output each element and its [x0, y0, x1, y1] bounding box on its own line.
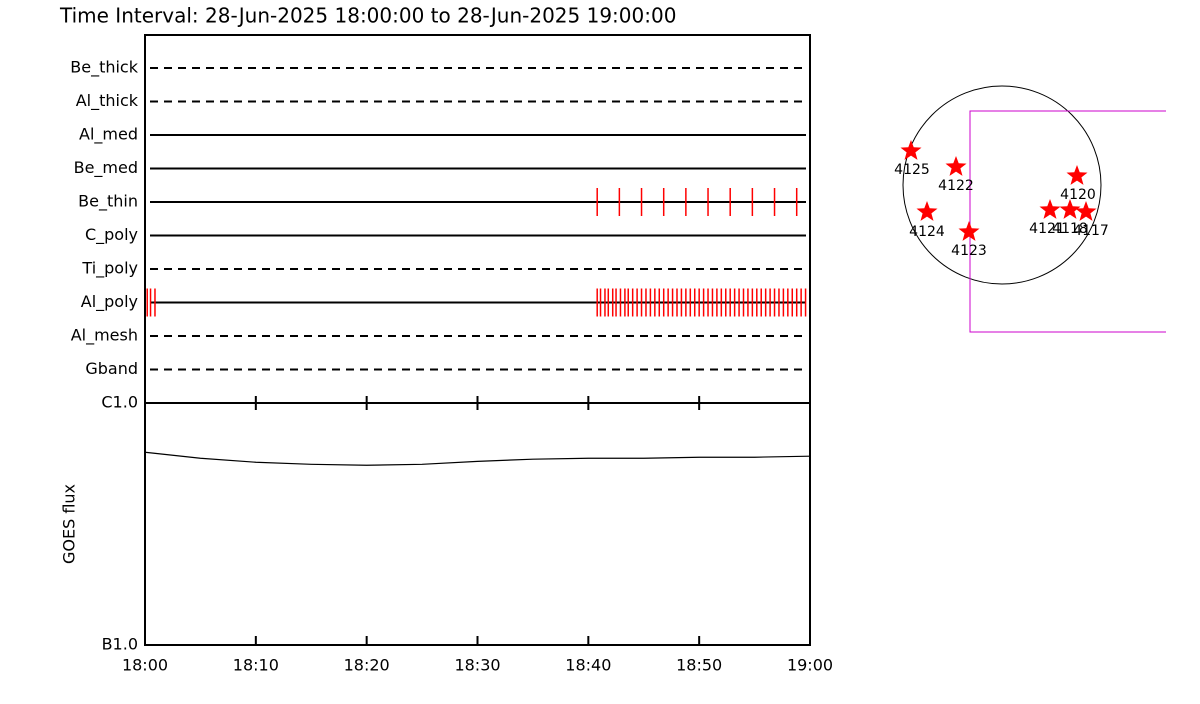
region-star: [1075, 201, 1097, 221]
region-star: [958, 221, 980, 241]
x-tick-label: 18:20: [344, 656, 390, 675]
filter-label: Be_thin: [78, 192, 138, 212]
filter-label: Al_mesh: [71, 326, 138, 346]
filter-label: Be_med: [74, 158, 138, 178]
region-star: [1059, 199, 1081, 219]
region-star: [1039, 199, 1061, 219]
filter-label: Al_med: [79, 125, 138, 145]
y-tick-label: B1.0: [102, 635, 138, 654]
x-tick-label: 18:50: [676, 656, 722, 675]
region-label: 4118: [1052, 221, 1088, 237]
region-label: 4121: [1029, 221, 1065, 237]
flux-line: [144, 451, 811, 466]
filter-label: Gband: [85, 359, 138, 378]
x-tick-label: 18:30: [454, 656, 500, 675]
region-star: [916, 201, 938, 221]
x-tick-label: 18:00: [122, 656, 168, 675]
filter-label: C_poly: [85, 225, 138, 245]
plot-frame: [144, 34, 811, 646]
region-star: [1066, 165, 1088, 185]
y-tick-label: C1.0: [101, 393, 138, 412]
region-label: 4124: [909, 224, 945, 240]
filter-label: Be_thick: [70, 58, 138, 78]
x-tick-label: 18:10: [233, 656, 279, 675]
region-label: 4122: [938, 178, 974, 194]
field-of-view: [969, 110, 1166, 333]
chart-title: Time Interval: 28-Jun-2025 18:00:00 to 2…: [59, 4, 676, 28]
solar-disk: [902, 85, 1102, 285]
region-star: [900, 140, 922, 160]
x-tick-label: 18:40: [565, 656, 611, 675]
region-star: [945, 156, 967, 176]
y-axis-label: GOES flux: [60, 484, 79, 564]
region-label: 4117: [1073, 223, 1109, 239]
x-tick-label: 19:00: [787, 656, 833, 675]
filter-label: Al_poly: [81, 292, 138, 312]
filter-label: Ti_poly: [81, 259, 138, 279]
filter-label: Al_thick: [76, 91, 139, 111]
region-label: 4120: [1060, 187, 1096, 203]
region-label: 4123: [951, 243, 987, 259]
region-label: 4125: [894, 162, 930, 178]
